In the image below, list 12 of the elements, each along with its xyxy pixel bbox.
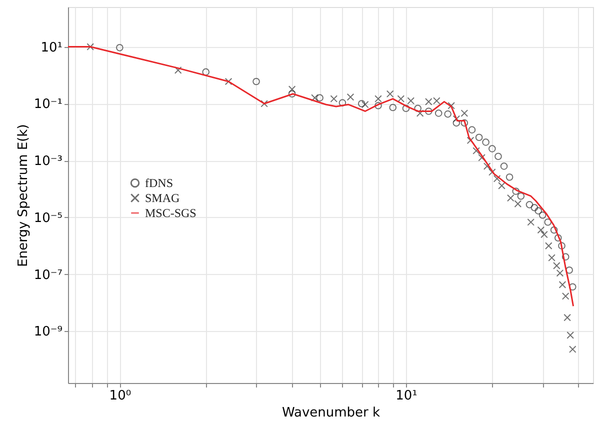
y-tick-label: 10¹: [40, 40, 62, 56]
x-tick-label: 10⁰: [109, 388, 132, 404]
y-tick-label: 10⁻³: [34, 154, 62, 170]
x-axis-title: Wavenumber k: [282, 406, 381, 420]
y-tick-label: 10⁻⁹: [34, 324, 62, 340]
y-tick-label: 10⁻⁷: [34, 268, 62, 283]
y-tick-label: 10⁻¹: [34, 97, 62, 112]
y-axis-title: Energy Spectrum E(k): [16, 124, 31, 267]
legend-label: SMAG: [145, 191, 180, 205]
legend-label: MSC-SGS: [145, 206, 196, 220]
legend-label: fDNS: [145, 176, 174, 190]
y-tick-label: 10⁻⁵: [34, 210, 62, 226]
